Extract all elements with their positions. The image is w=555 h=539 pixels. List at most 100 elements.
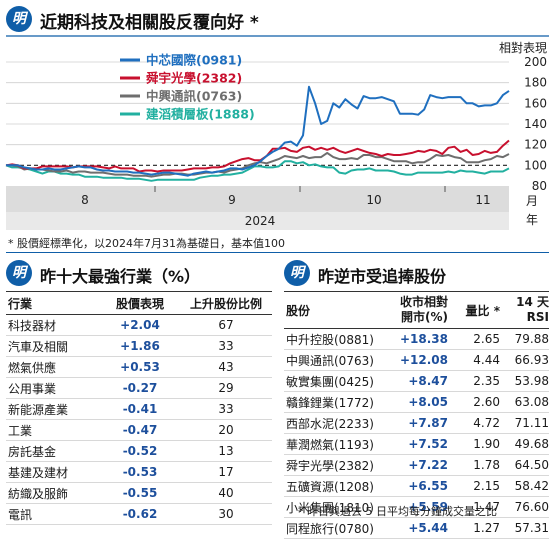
industry-name: 基建及建材 (8, 465, 69, 480)
header-advance-ratio: 上升股份比例 (189, 296, 262, 311)
table-row: 西部水泥(2233) +7.87 4.72 71.11 (284, 413, 549, 434)
brand-badge-right: 明 (284, 260, 310, 286)
stock-volume-ratio: 2.60 (473, 395, 500, 409)
industry-performance: +0.53 (120, 360, 160, 374)
industry-advance-ratio: 30 (218, 507, 234, 521)
table-row: 紡織及服飾 -0.55 40 (6, 483, 272, 504)
industry-table-header: 行業 股價表現 上升股份比例 (6, 291, 272, 315)
x-tick-label: 10 (366, 193, 381, 207)
stock-name: 贛鋒鋰業(1772) (286, 395, 374, 410)
industry-advance-ratio: 40 (218, 486, 234, 500)
industry-performance: -0.47 (122, 423, 158, 437)
stock-rsi: 64.50 (514, 458, 549, 472)
stock-volume-ratio: 2.15 (473, 479, 500, 493)
series-line (5, 160, 510, 182)
industry-name: 房託基金 (8, 444, 57, 459)
industry-name: 燃氣供應 (8, 360, 57, 375)
legend-label: 中興通訊(0763) (146, 89, 242, 104)
stock-volume-ratio: 4.44 (473, 353, 500, 367)
y-tick-label: 100 (524, 158, 547, 172)
stock-volume-ratio: 1.78 (473, 458, 500, 472)
industry-table-title: 昨十大最強行業（%） (40, 267, 201, 286)
table-row: 新能源產業 -0.41 33 (6, 399, 272, 420)
stock-rsi: 53.98 (514, 374, 549, 388)
legend-label: 舜宇光學(2382) (146, 71, 242, 86)
industry-performance: -0.62 (122, 507, 158, 521)
industry-name: 汽車及相關 (8, 339, 69, 354)
table-row: 工業 -0.47 20 (6, 420, 272, 441)
stock-rsi: 76.60 (514, 500, 549, 514)
y-tick-label: 200 (524, 55, 547, 69)
stock-change: +18.38 (399, 332, 448, 346)
stock-change: +7.52 (408, 437, 448, 451)
industry-advance-ratio: 13 (218, 444, 234, 458)
stock-name: 舜宇光學(2382) (286, 458, 374, 473)
table-row: 五礦資源(1208) +6.55 2.15 58.42 (284, 476, 549, 497)
table-row: 華潤燃氣(1193) +7.52 1.90 49.68 (284, 434, 549, 455)
industry-name: 工業 (8, 423, 33, 438)
y-tick-label: 120 (524, 138, 547, 152)
stock-volume-ratio: 2.65 (473, 332, 500, 346)
table-row: 中升控股(0881) +18.38 2.65 79.88 (284, 329, 549, 350)
stock-table-header: 股份 收市相對 開市(%) 量比 * 14 天 RSI (284, 291, 549, 329)
table-row: 中興通訊(0763) +12.08 4.44 66.93 (284, 350, 549, 371)
stock-name: 五礦資源(1208) (286, 479, 374, 494)
year-label: 2024 (245, 214, 276, 228)
stock-name: 敏實集團(0425) (286, 374, 374, 389)
stock-rsi: 58.42 (514, 479, 549, 493)
stock-rsi: 66.93 (514, 353, 549, 367)
y-tick-label: 180 (524, 76, 547, 90)
header-volume-ratio: 量比 * (465, 303, 500, 318)
stock-change: +8.05 (408, 395, 448, 409)
table-row: 基建及建材 -0.53 17 (6, 462, 272, 483)
industry-performance: -0.52 (122, 444, 158, 458)
table-row: 汽車及相關 +1.86 33 (6, 336, 272, 357)
legend-label: 建滔積層板(1888) (146, 107, 255, 122)
industry-advance-ratio: 29 (218, 381, 234, 395)
table-row: 燃氣供應 +0.53 43 (6, 357, 272, 378)
stock-name: 同程旅行(0780) (286, 521, 374, 536)
y-tick-label: 160 (524, 96, 547, 110)
stock-change: +7.87 (408, 416, 448, 430)
x-axis-title-year: 年 (526, 213, 538, 227)
table-row: 敏實集團(0425) +8.47 2.35 53.98 (284, 371, 549, 392)
stock-name: 華潤燃氣(1193) (286, 437, 374, 452)
stock-volume-ratio: 1.27 (473, 521, 500, 535)
section-divider (6, 252, 549, 253)
stock-change: +8.47 (408, 374, 448, 388)
stock-rsi: 57.31 (514, 521, 549, 535)
stock-rsi: 79.88 (514, 332, 549, 346)
industry-advance-ratio: 33 (218, 402, 234, 416)
industry-advance-ratio: 67 (218, 318, 234, 332)
stock-name: 中升控股(0881) (286, 332, 374, 347)
stock-name: 西部水泥(2233) (286, 416, 374, 431)
y-tick-label: 140 (524, 117, 547, 131)
y-tick-label: 80 (532, 179, 547, 193)
table-row: 小米集團(1810) +5.59 1.47 76.60 (284, 497, 549, 518)
header-performance: 股價表現 (115, 296, 164, 311)
line-chart: 相對表現 80 100 120 140 160 180 200 中芯國際(0981) 舜宇光學… (5, 35, 549, 230)
table-row: 舜宇光學(2382) +7.22 1.78 64.50 (284, 455, 549, 476)
industry-performance: +2.04 (120, 318, 160, 332)
chart-title: 近期科技及相關股反覆向好 * (40, 13, 259, 33)
stock-change: +12.08 (399, 353, 448, 367)
table-row: 房託基金 -0.52 13 (6, 441, 272, 462)
table-row: 公用事業 -0.27 29 (6, 378, 272, 399)
header-change: 收市相對 開市(%) (399, 295, 448, 324)
stock-table-title: 昨逆市受追捧股份 (318, 267, 447, 286)
industry-name: 公用事業 (8, 381, 57, 396)
industry-name: 紡織及服飾 (8, 486, 69, 501)
stock-rsi: 71.11 (514, 416, 549, 430)
table-row: 電訊 -0.62 30 (6, 504, 272, 525)
industry-performance: +1.86 (120, 339, 160, 353)
industry-performance: -0.41 (122, 402, 158, 416)
industry-performance: -0.53 (122, 465, 158, 479)
x-tick-label: 9 (228, 193, 236, 207)
brand-badge: 明 (6, 6, 32, 32)
industry-table: 行業 股價表現 上升股份比例 科技器材 +2.04 67 汽車及相關 +1.86 33 燃氣… (6, 291, 272, 525)
industry-name: 電訊 (8, 507, 33, 522)
stock-rsi: 49.68 (514, 437, 549, 451)
industry-name: 科技器材 (8, 318, 57, 333)
industry-performance: -0.55 (122, 486, 158, 500)
stock-name: 小米集團(1810) (286, 500, 374, 515)
